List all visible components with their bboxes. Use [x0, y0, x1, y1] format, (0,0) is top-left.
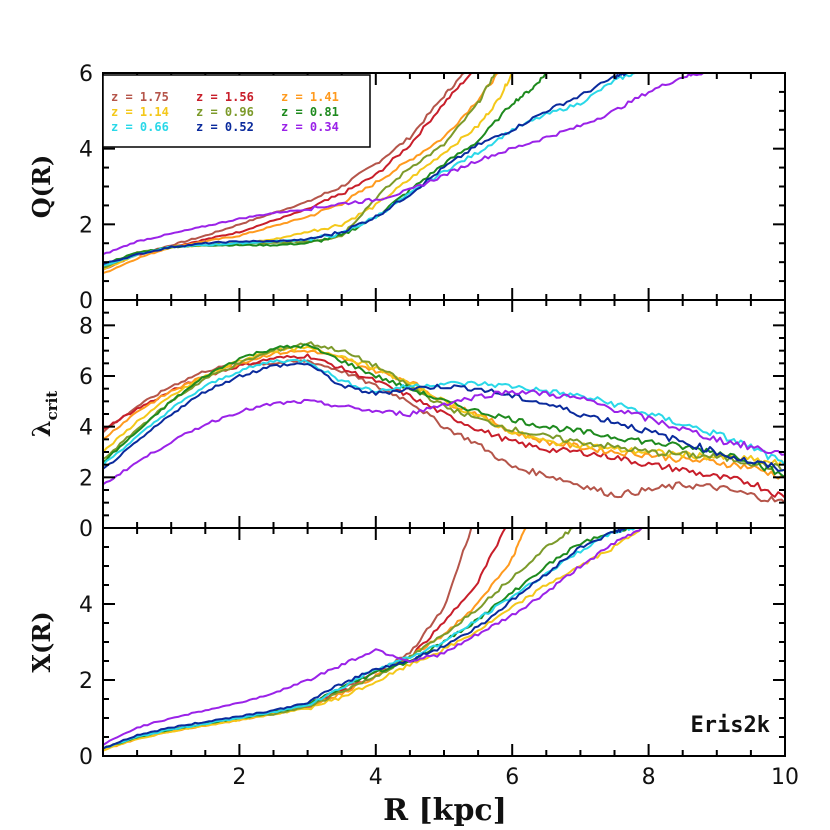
y-tick-label: 2: [79, 669, 93, 694]
series-z-0_34: [103, 528, 643, 746]
y-tick-label: 0: [79, 745, 93, 770]
legend-entry: z = 1.75: [111, 90, 169, 104]
y-tick-label: 4: [79, 593, 93, 618]
series-z-0_52: [103, 73, 629, 265]
legend-entry: z = 1.14: [111, 105, 169, 119]
x-tick-label: 8: [642, 765, 656, 790]
panel-3: 0 2 4 X(R): [27, 527, 786, 770]
series-z-1_75: [103, 359, 785, 504]
y-tick-label: 2: [79, 466, 93, 491]
legend-entry: z = 1.56: [196, 90, 254, 104]
legend-box: [102, 74, 371, 148]
x-tick-label: 4: [369, 765, 383, 790]
legend-entry: z = 0.52: [196, 120, 254, 134]
x-tick-label: 10: [771, 765, 799, 790]
y-tick-label: 6: [79, 365, 93, 390]
series-z-0_34: [103, 73, 704, 256]
series-z-1_75: [103, 528, 473, 750]
series-z-0_81: [103, 343, 785, 479]
y-tick-label: 8: [79, 314, 93, 339]
panel-curves: [103, 528, 643, 752]
y-tick-label: 0: [79, 289, 93, 314]
y-tick-label: 0: [79, 517, 93, 542]
legend-entry: z = 0.81: [281, 105, 339, 119]
legend-entry: z = 0.34: [281, 120, 339, 134]
series-z-0_66: [103, 73, 636, 267]
y-tick-label: 4: [79, 416, 93, 441]
series-z-0_52: [103, 362, 785, 472]
y-tick-label: 2: [79, 213, 93, 238]
y-axis-label-sub: crit: [43, 391, 61, 421]
series-z-1_41: [103, 349, 785, 480]
x-tick-labels: 2 4 6 8 10: [232, 765, 799, 790]
series-z-1_56: [103, 528, 507, 750]
y-axis-label-main: λ: [27, 420, 56, 437]
panel-curves: [103, 73, 704, 274]
legend-entry: z = 0.96: [196, 105, 254, 119]
series-z-1_75: [103, 73, 465, 271]
panel-2: 0 2 4 6 8 λcrit: [27, 299, 786, 542]
legend-entry: z = 1.41: [281, 90, 339, 104]
x-tick-label: 6: [505, 765, 519, 790]
y-tick-label: 4: [79, 138, 93, 163]
panel-frame: [102, 299, 786, 529]
legend-entry: z = 0.66: [111, 120, 169, 134]
panel-curves: [103, 341, 785, 504]
x-axis-label: R [kpc]: [383, 793, 507, 828]
x-tick-label: 2: [232, 765, 246, 790]
panels: 0 2 4 6 Q(R) 0 2 4 6 8 λcrit 0 2 4 X(R) 2 4 6 8 10: [27, 62, 799, 790]
eris2k-annotation: Eris2k: [691, 713, 770, 738]
series-z-1_14: [103, 528, 643, 752]
legend: z = 1.75 z = 1.56 z = 1.41 z = 1.14 z = 0.96…: [102, 74, 371, 148]
y-axis-label: X(R): [27, 611, 56, 672]
y-tick-label: 6: [79, 62, 93, 87]
series-z-0_66: [103, 358, 785, 467]
y-axis-label: Q(R): [27, 155, 56, 219]
series-z-0_34: [103, 389, 785, 486]
series-z-0_96: [103, 341, 785, 472]
y-axis-label: λcrit: [27, 391, 61, 438]
series-z-0_96: [103, 528, 574, 750]
series-z-0_52: [103, 528, 629, 750]
